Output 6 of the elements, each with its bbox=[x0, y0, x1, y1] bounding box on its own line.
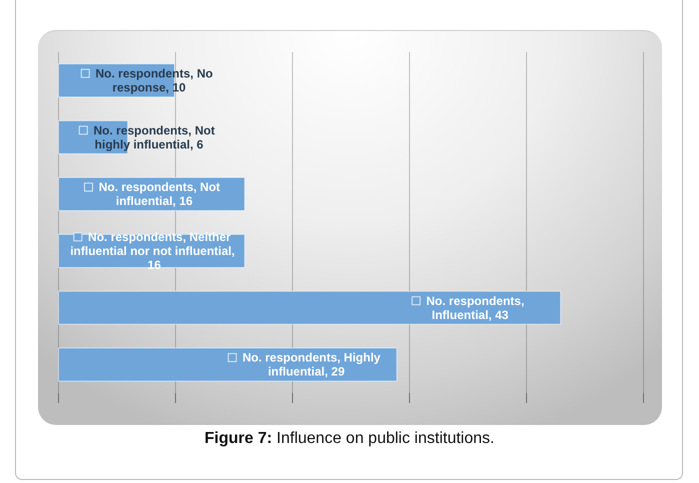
data-label: No. respondents, Not influential, 16 bbox=[92, 180, 224, 208]
caption: Figure 7: Influence on public institutions. bbox=[204, 429, 496, 449]
data-label: No. respondents, Highly influential, 29 bbox=[236, 350, 384, 379]
data-label: No. respondents, Influential, 43 bbox=[420, 294, 528, 322]
bar bbox=[58, 290, 562, 325]
bar bbox=[58, 348, 398, 382]
